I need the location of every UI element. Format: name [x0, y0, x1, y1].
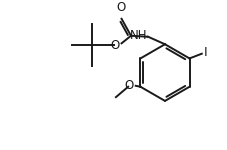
Text: O: O: [124, 79, 133, 92]
Text: NH: NH: [129, 29, 146, 42]
Text: I: I: [203, 46, 206, 59]
Text: O: O: [110, 39, 119, 52]
Text: O: O: [116, 1, 125, 14]
